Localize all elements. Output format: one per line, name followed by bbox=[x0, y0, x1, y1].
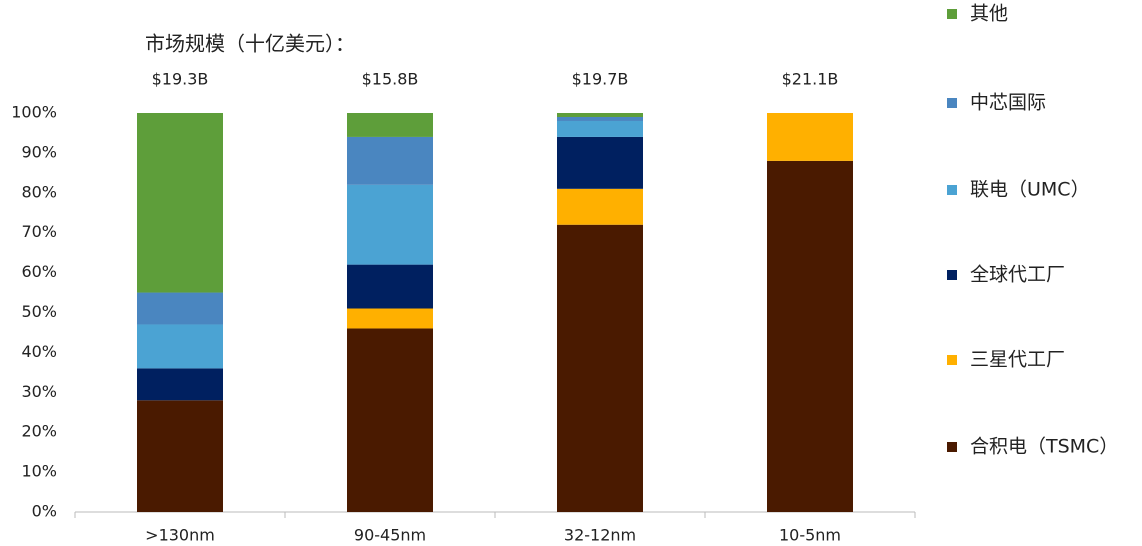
y-tick-label: 90% bbox=[21, 142, 57, 161]
market-label: $19.7B bbox=[572, 70, 629, 89]
legend-label: 中芯国际 bbox=[970, 92, 1046, 114]
x-tick-label: 10-5nm bbox=[779, 526, 841, 545]
legend-label: 其他 bbox=[970, 3, 1008, 25]
bar-segment bbox=[137, 324, 223, 369]
bar-segment bbox=[557, 113, 643, 117]
bar-segment bbox=[347, 113, 433, 137]
bar-segment bbox=[557, 224, 643, 512]
market-label: $21.1B bbox=[782, 70, 839, 89]
bar-segment bbox=[557, 188, 643, 225]
legend-swatch bbox=[947, 9, 957, 19]
axis-ticks bbox=[74, 512, 916, 518]
y-tick-label: 10% bbox=[21, 462, 57, 481]
legend-label: 三星代工厂 bbox=[970, 349, 1065, 371]
legend-swatch bbox=[947, 355, 957, 365]
bar-segment bbox=[137, 113, 223, 293]
y-tick-label: 70% bbox=[21, 222, 57, 241]
legend-label: 合积电（TSMC） bbox=[970, 436, 1118, 458]
bar-segment bbox=[347, 328, 433, 512]
bar-segment bbox=[137, 292, 223, 325]
bar-segment bbox=[557, 116, 643, 121]
market-label: $15.8B bbox=[362, 70, 419, 89]
chart-subtitle: 市场规模（十亿美元）： bbox=[145, 32, 355, 56]
x-tick-label: 90-45nm bbox=[354, 526, 426, 545]
y-tick-label: 100% bbox=[11, 103, 57, 122]
legend-swatch bbox=[947, 270, 957, 280]
legend-swatch bbox=[947, 98, 957, 108]
bar-segment bbox=[557, 136, 643, 189]
y-tick-label: 30% bbox=[21, 382, 57, 401]
bar-segment bbox=[347, 184, 433, 265]
y-tick-label: 40% bbox=[21, 342, 57, 361]
legend-label: 联电（UMC） bbox=[970, 179, 1090, 201]
bar-segment bbox=[767, 113, 853, 161]
y-tick-label: 60% bbox=[21, 262, 57, 281]
bar-segment bbox=[137, 368, 223, 401]
bar-segment bbox=[347, 264, 433, 309]
y-tick-label: 80% bbox=[21, 182, 57, 201]
x-tick-label: >130nm bbox=[145, 526, 215, 545]
bar-segment bbox=[347, 136, 433, 185]
y-tick-label: 0% bbox=[32, 502, 57, 521]
bar-segment bbox=[137, 400, 223, 512]
y-tick-label: 20% bbox=[21, 422, 57, 441]
bar-segment bbox=[347, 308, 433, 329]
legend-label: 全球代工厂 bbox=[970, 264, 1065, 286]
legend-swatch bbox=[947, 185, 957, 195]
bar-segment bbox=[767, 160, 853, 512]
bar-segment bbox=[557, 120, 643, 137]
y-tick-label: 50% bbox=[21, 302, 57, 321]
market-label: $19.3B bbox=[152, 70, 209, 89]
legend-swatch bbox=[947, 442, 957, 452]
x-tick-label: 32-12nm bbox=[564, 526, 636, 545]
